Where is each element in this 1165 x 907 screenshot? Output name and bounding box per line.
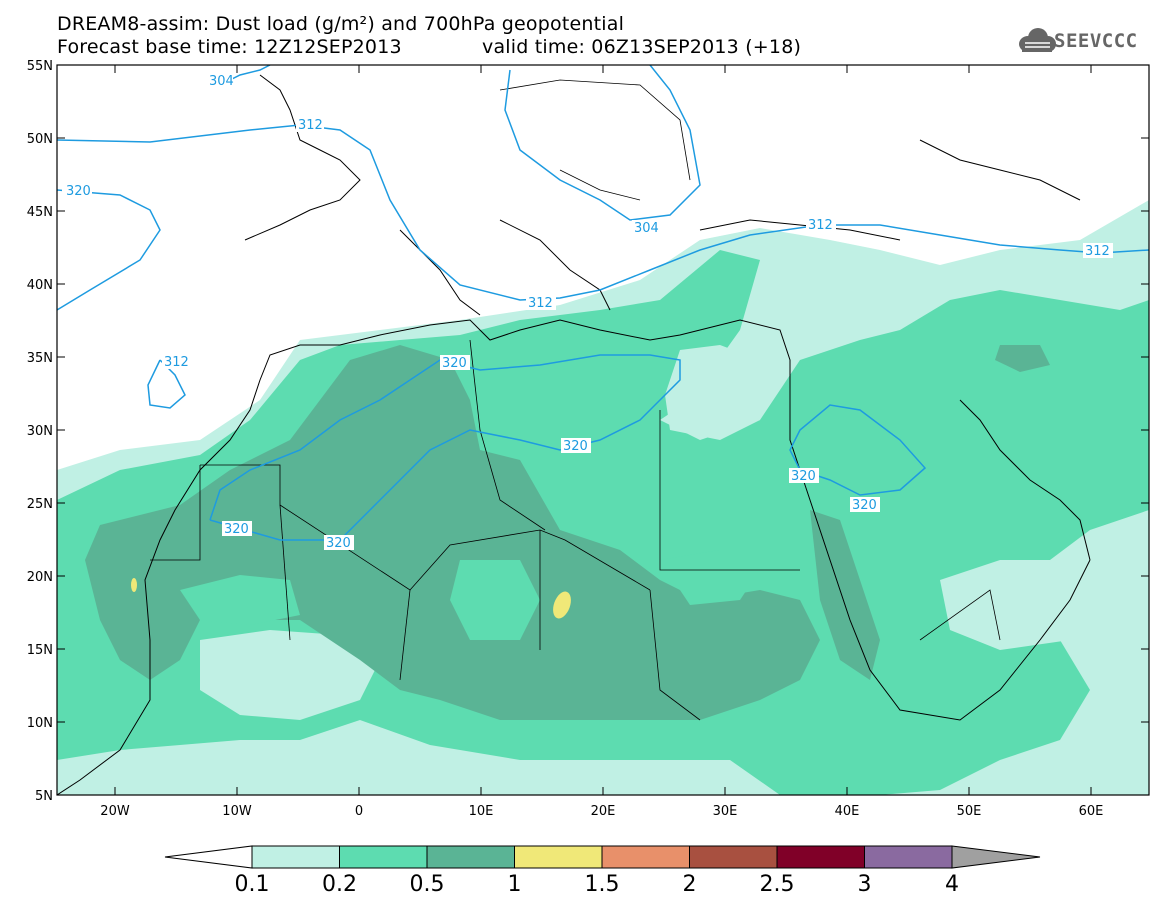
dust-field-medium-hole	[180, 575, 300, 625]
dust-field-yellow	[131, 578, 137, 592]
contour-label: 320	[66, 184, 91, 199]
colorbar-under-triangle	[164, 845, 253, 869]
contour-label: 320	[791, 469, 816, 484]
colorbar-segment	[689, 845, 778, 869]
lat-label: 30N	[27, 424, 53, 439]
lon-label: 20W	[100, 804, 130, 819]
colorbar-label: 1	[507, 872, 522, 897]
colorbar-segment	[776, 845, 865, 869]
colorbar-segment	[514, 845, 603, 869]
dust-field-yellow	[553, 591, 571, 619]
colorbar-label: 1.5	[584, 872, 620, 897]
lon-label: 10W	[222, 804, 252, 819]
contour-label: 320	[442, 356, 467, 371]
latitude-axis: 55N 50N 45N 40N 35N 30N 25N 20N 15N 10N 5N	[27, 59, 1149, 804]
cloud-icon	[1019, 28, 1056, 52]
contour-label: 312	[298, 118, 323, 133]
lon-label: 10E	[469, 804, 494, 819]
coastlines	[57, 74, 1091, 795]
lon-label: 20E	[591, 804, 616, 819]
lat-label: 5N	[35, 789, 53, 804]
colorbar-over-triangle	[951, 845, 1041, 869]
lon-label: 30E	[713, 804, 738, 819]
colorbar-label: 3	[857, 872, 872, 897]
forecast-base-time: Forecast base time: 12Z12SEP2013	[57, 36, 402, 58]
dust-field-light-hole	[940, 560, 1100, 650]
contour-label: 320	[563, 439, 588, 454]
colorbar-segment	[251, 845, 340, 869]
contour-label: 312	[1085, 244, 1110, 259]
lon-label: 40E	[835, 804, 860, 819]
lat-label: 15N	[27, 643, 53, 658]
valid-time: valid time: 06Z13SEP2013 (+18)	[482, 36, 802, 58]
colorbar-segment	[864, 845, 953, 869]
colorbar-label: 0.1	[234, 872, 270, 897]
colorbar-label: 2.5	[759, 872, 795, 897]
colorbar-segment	[601, 845, 690, 869]
colorbar-label: 2	[682, 872, 697, 897]
lat-label: 40N	[27, 278, 53, 293]
chart-title: DREAM8-assim: Dust load (g/m²) and 700hP…	[57, 13, 625, 35]
lat-label: 20N	[27, 570, 53, 585]
contour-label: 304	[209, 74, 234, 89]
colorbar-label: 4	[945, 872, 959, 897]
lat-label: 45N	[27, 205, 53, 220]
dust-field-medium-hole	[660, 550, 760, 605]
contour-label: 312	[528, 296, 553, 311]
lat-label: 35N	[27, 351, 53, 366]
colorbar-segment	[339, 845, 428, 869]
dust-field-dark-iran	[995, 345, 1050, 372]
dust-field-light-hole	[665, 345, 760, 440]
dust-field-dark	[85, 345, 820, 720]
contour-label: 320	[326, 536, 351, 551]
contour-labels: 304 312 320 312 304 312 312 320 320 320 …	[62, 72, 1113, 551]
lat-label: 55N	[27, 59, 53, 74]
contour-label: 320	[852, 498, 877, 513]
lat-label: 25N	[27, 497, 53, 512]
contour-label: 304	[634, 221, 659, 236]
lat-label: 10N	[27, 716, 53, 731]
dust-field-light-hole	[200, 630, 380, 720]
colorbar-label: 0.5	[409, 872, 445, 897]
colorbar-segment	[426, 845, 515, 869]
lon-label: 60E	[1079, 804, 1104, 819]
longitude-axis: 20W 10W 0 10E 20E 30E 40E 50E 60E	[100, 65, 1103, 819]
logo-text: SEEVCCC	[1054, 30, 1138, 52]
colorbar-label: 0.2	[322, 872, 357, 897]
lon-label: 0	[355, 804, 363, 819]
contour-label: 320	[224, 522, 249, 537]
dust-field-medium-hole	[450, 560, 540, 640]
lat-label: 50N	[27, 132, 53, 147]
country-borders	[150, 79, 1001, 721]
lon-label: 50E	[957, 804, 982, 819]
contour-label: 312	[164, 355, 189, 370]
colorbar	[164, 845, 1041, 869]
contour-label: 312	[808, 218, 833, 233]
